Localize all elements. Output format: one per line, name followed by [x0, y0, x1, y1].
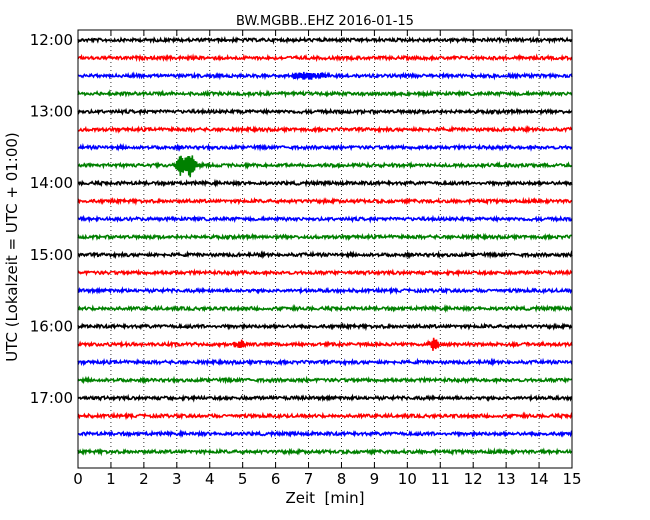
x-tick-label: 15 — [562, 470, 581, 488]
trace-1715 — [77, 411, 573, 421]
y-tick-label: 13:00 — [30, 103, 73, 121]
x-tick-label: 0 — [73, 470, 83, 488]
y-tick-label: 16:00 — [30, 317, 73, 335]
x-tick-label: 4 — [205, 470, 215, 488]
traces — [77, 35, 573, 457]
trace-1500 — [77, 250, 573, 260]
x-tick-label: 11 — [431, 470, 450, 488]
trace-1515 — [77, 268, 573, 278]
trace-1430 — [77, 214, 573, 224]
trace-1300 — [77, 107, 573, 117]
grid — [110, 30, 540, 468]
trace-1415 — [77, 196, 573, 206]
plot-frame — [77, 29, 573, 469]
chart-title: BW.MGBB..EHZ 2016-01-15 — [236, 14, 414, 29]
y-axis: 12:00 13:00 14:00 15:00 16:00 17:00 — [30, 31, 572, 407]
trace-1630 — [77, 357, 573, 367]
y-tick-label: 15:00 — [30, 246, 73, 264]
x-axis-label: Zeit [min] — [285, 489, 364, 507]
trace-1245 — [77, 89, 573, 99]
x-tick-label: 12 — [464, 470, 483, 488]
y-tick-label: 12:00 — [30, 31, 73, 49]
y-tick-label: 17:00 — [30, 389, 73, 407]
trace-1345 — [77, 155, 573, 178]
y-tick-label: 14:00 — [30, 174, 73, 192]
trace-1700 — [77, 393, 573, 403]
y-axis-label: UTC (Lokalzeit = UTC + 01:00) — [3, 132, 21, 362]
trace-1400 — [77, 178, 573, 188]
x-tick-label: 10 — [398, 470, 417, 488]
x-tick-label: 7 — [304, 470, 314, 488]
trace-1330 — [77, 142, 573, 152]
trace-1730 — [77, 429, 573, 439]
trace-1645 — [77, 375, 573, 385]
trace-1445 — [77, 232, 573, 242]
trace-1745 — [77, 447, 573, 457]
trace-1615 — [77, 337, 573, 351]
trace-1200 — [77, 35, 573, 45]
x-tick-label: 14 — [530, 470, 549, 488]
x-tick-label: 9 — [370, 470, 380, 488]
trace-1545 — [77, 303, 573, 314]
trace-1530 — [77, 286, 573, 296]
x-axis: 0 1 2 3 4 5 6 7 8 9 10 11 12 13 14 15 — [73, 30, 582, 488]
x-tick-label: 2 — [139, 470, 149, 488]
x-tick-label: 1 — [106, 470, 116, 488]
x-tick-label: 5 — [238, 470, 248, 488]
trace-1600 — [77, 322, 573, 332]
x-tick-label: 13 — [497, 470, 516, 488]
x-tick-label: 8 — [337, 470, 347, 488]
trace-1315 — [77, 124, 573, 134]
trace-1230 — [77, 71, 573, 81]
trace-1215 — [77, 53, 573, 63]
x-tick-label: 3 — [172, 470, 182, 488]
x-tick-label: 6 — [271, 470, 281, 488]
